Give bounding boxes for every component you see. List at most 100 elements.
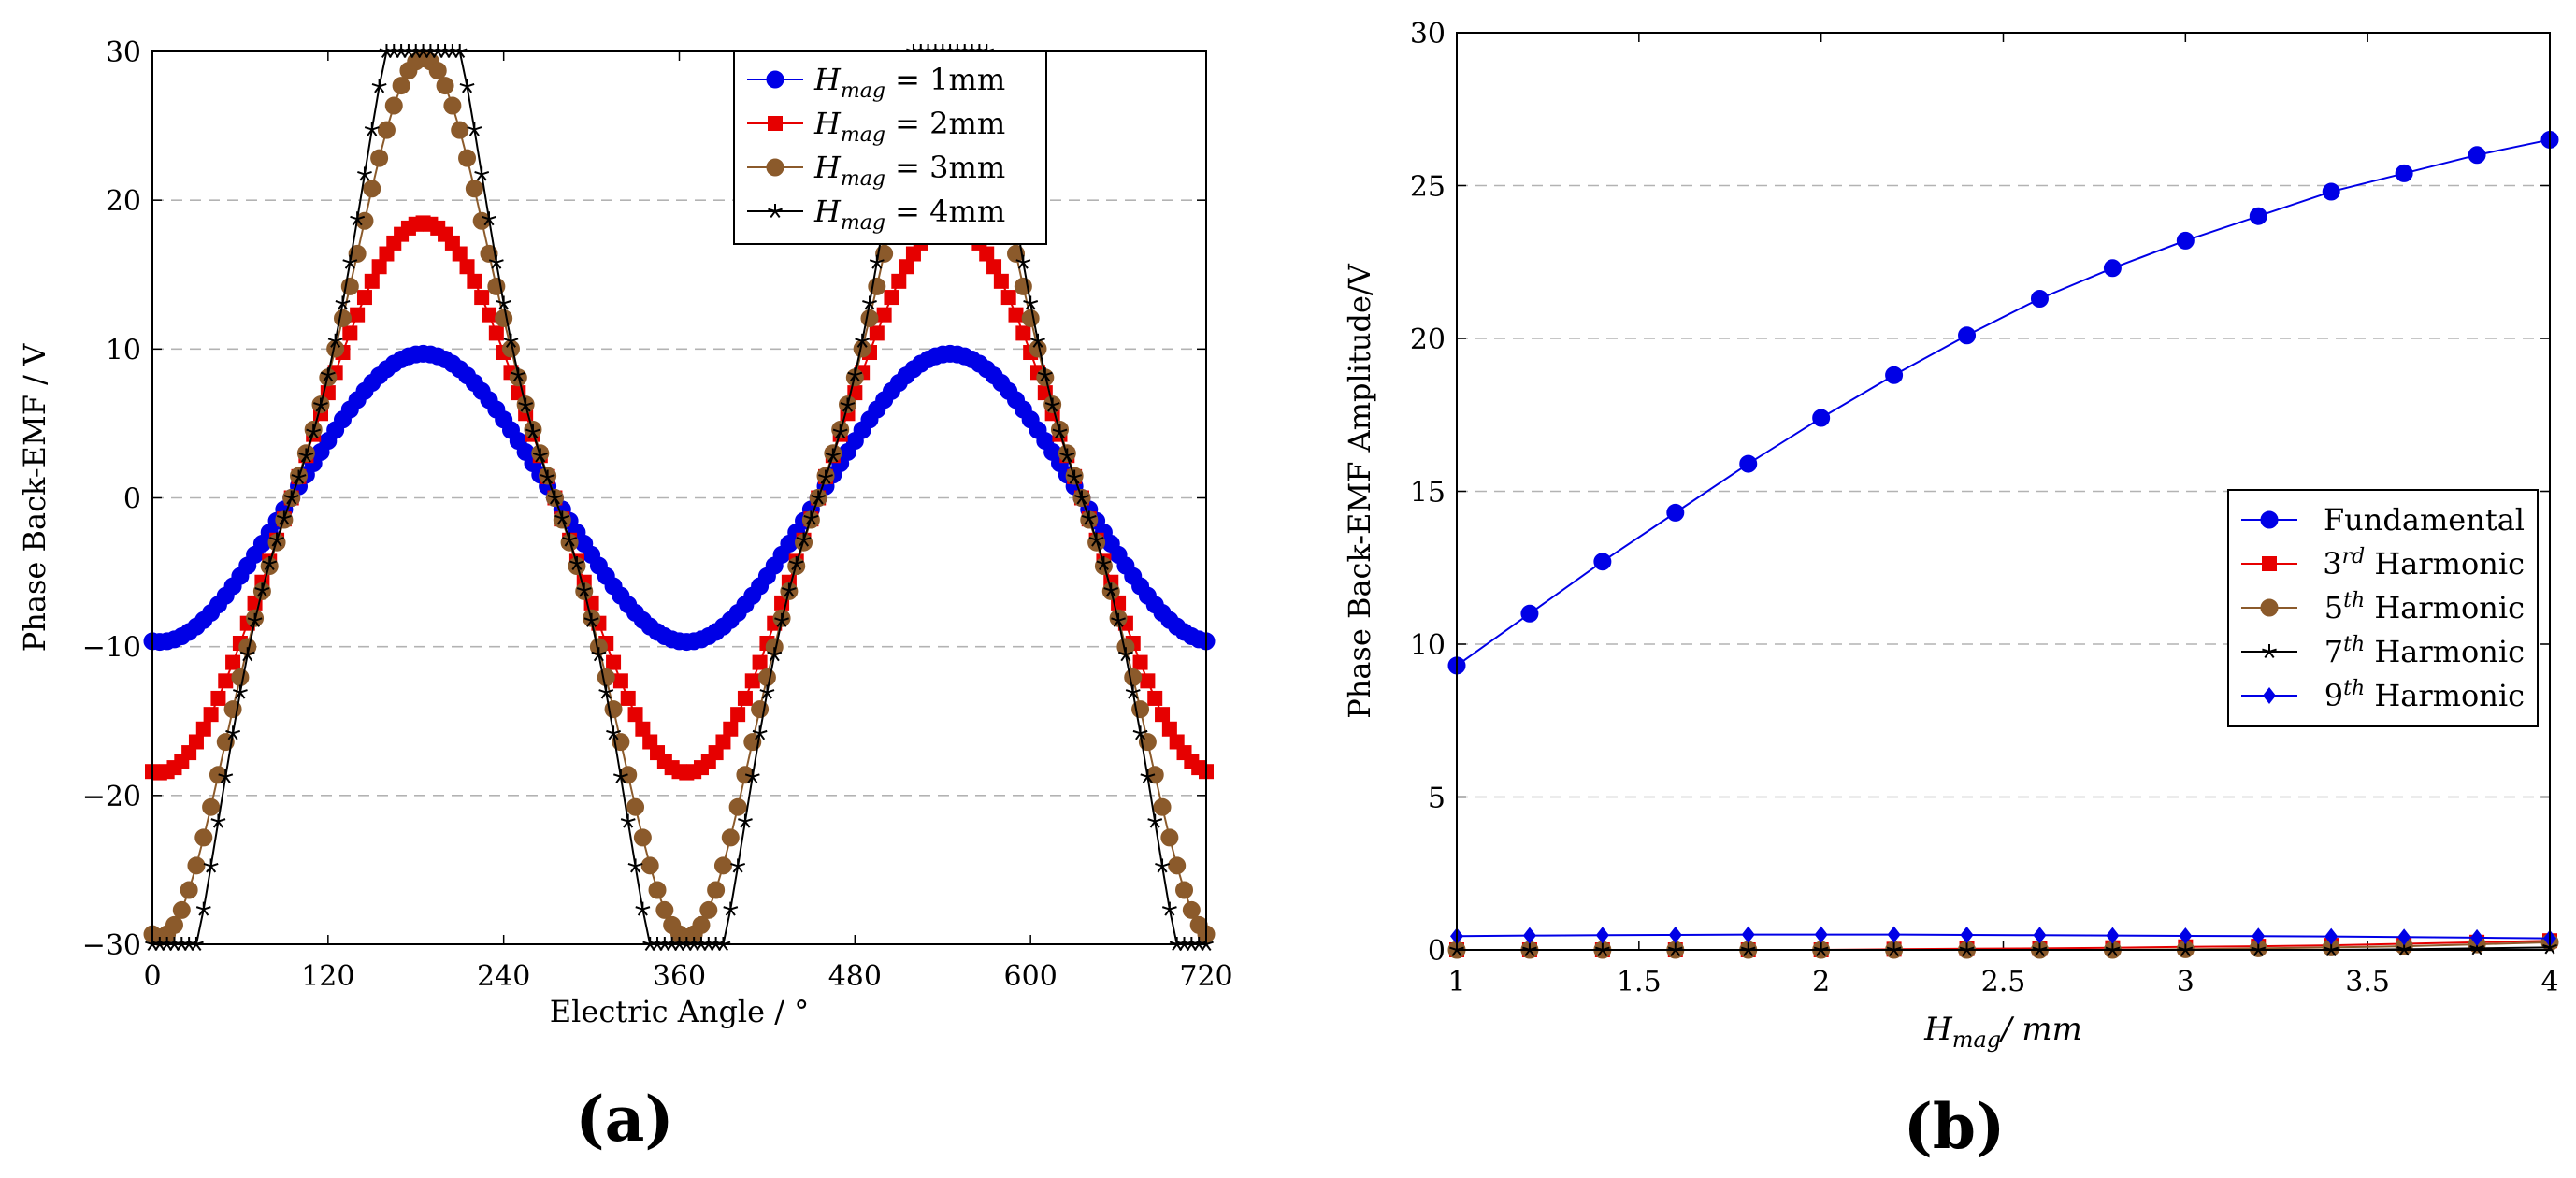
chart-a-ytick-label: 30 [106, 36, 141, 69]
chart-a-point [832, 424, 848, 439]
chart-a-point [210, 690, 226, 706]
chart-a-legend-label: Hmag = 2mm [813, 106, 1005, 147]
chart-a-point [377, 121, 396, 139]
chart-a-point [1160, 828, 1179, 847]
chart-a-point [459, 259, 475, 275]
chart-a-point [218, 769, 234, 783]
chart-b-ytick-label: 0 [1428, 935, 1446, 968]
chart-a-point [1103, 582, 1119, 597]
chart-a-point [511, 367, 526, 382]
chart-b-legend: Fundamental 3rd Harmonic 5th Harmonic 7th H… [2227, 489, 2539, 727]
chart-a-point [1067, 469, 1083, 484]
chart-b-ytick-label: 10 [1410, 629, 1446, 662]
chart-a-point [707, 881, 726, 899]
chart-b-legend-label: 9th Harmonic [2324, 677, 2525, 713]
chart-a-point [540, 469, 555, 484]
chart-a-point [1155, 858, 1170, 873]
chart-a-point [195, 901, 211, 916]
chart-b-point [1520, 604, 1539, 623]
chart-a-point [986, 259, 1002, 275]
chart-a-point [443, 96, 462, 115]
chart-a-point [247, 612, 263, 627]
chart-a-point [862, 295, 877, 310]
chart-a-point [1182, 900, 1201, 919]
chart-a-point [876, 307, 892, 323]
chart-a-point [172, 900, 191, 919]
chart-a-point [811, 490, 827, 505]
chart-a-point [752, 725, 768, 740]
chart-b-point [2176, 231, 2195, 250]
chart-a-point [496, 295, 511, 310]
chart-a-point [891, 273, 907, 289]
chart-a-point [767, 647, 783, 662]
chart-a-point [232, 684, 248, 699]
chart-a-point [1111, 612, 1127, 627]
chart-a-point [459, 79, 475, 93]
chart-a-point [744, 673, 760, 689]
chart-b-point [1887, 926, 1901, 943]
chart-a-point [803, 510, 819, 525]
chart-a-point [757, 668, 776, 687]
chart-b-point [2322, 182, 2340, 201]
chart-a-point [327, 333, 343, 348]
chart-a-point [203, 858, 219, 873]
chart-a-point [482, 211, 496, 226]
chart-a-ytick-label: 20 [106, 185, 141, 218]
chart-b-point [1668, 926, 1682, 943]
chart-a-point [1168, 856, 1187, 875]
chart-a-point [781, 582, 797, 597]
chart-a-point [194, 828, 213, 847]
chart-a-point [254, 582, 270, 597]
chart-a-point [655, 900, 674, 919]
chart-a-point [648, 881, 667, 899]
chart-a-ytick-label: −20 [82, 781, 141, 813]
chart-b-point [1739, 454, 1758, 473]
chart-a-point [518, 397, 534, 412]
chart-a-point [899, 259, 914, 275]
chart-a-point [869, 325, 885, 341]
chart-b-series [1450, 926, 2556, 947]
chart-b-ytick-label: 20 [1410, 323, 1446, 356]
chart-a-point [218, 673, 234, 689]
chart-a-point [203, 707, 219, 723]
chart-a-point [225, 725, 241, 740]
chart-b-legend-marker [2262, 556, 2277, 571]
chart-b-legend-label: 7th Harmonic [2324, 633, 2525, 669]
chart-a-point [306, 424, 322, 439]
chart-a-point [269, 532, 284, 547]
chart-a-point [583, 612, 599, 627]
chart-b-point [1812, 409, 1831, 427]
chart-a-point [606, 725, 621, 740]
chart-a-point [699, 900, 718, 919]
chart-b-point [2249, 207, 2267, 225]
chart-b-legend-label: 3rd Harmonic [2323, 545, 2525, 582]
chart-a-point [692, 915, 711, 934]
chart-b-legend-marker [2262, 644, 2277, 659]
chart-a-point [730, 858, 746, 873]
chart-a-point [458, 149, 477, 167]
chart-b-point [1522, 927, 1536, 944]
chart-a-point [847, 367, 863, 382]
chart-a-point [884, 290, 899, 306]
chart-a-point [626, 797, 645, 816]
chart-b-plot-frame [1456, 32, 2551, 951]
chart-a-point [384, 96, 403, 115]
chart-a-point [525, 424, 540, 439]
chart-a-point [187, 856, 206, 875]
chart-a-point [1074, 490, 1089, 505]
chart-b-point [1666, 503, 1685, 522]
chart-a-point [612, 769, 628, 783]
chart-a-point [855, 333, 871, 348]
chart-a-point [796, 532, 812, 547]
chart-a-legend-marker [768, 116, 783, 131]
chart-a-xtick-label: 360 [653, 960, 706, 993]
chart-a-point [627, 707, 643, 723]
chart-a-point [1081, 510, 1097, 525]
chart-b-point [1814, 926, 1828, 943]
chart-a-point [1147, 690, 1163, 706]
chart-a-point [363, 180, 381, 198]
chart-a-point [598, 684, 614, 699]
chart-a-point [436, 77, 454, 95]
chart-a-point [597, 668, 615, 687]
chart-a-xtick-label: 720 [1179, 960, 1232, 993]
